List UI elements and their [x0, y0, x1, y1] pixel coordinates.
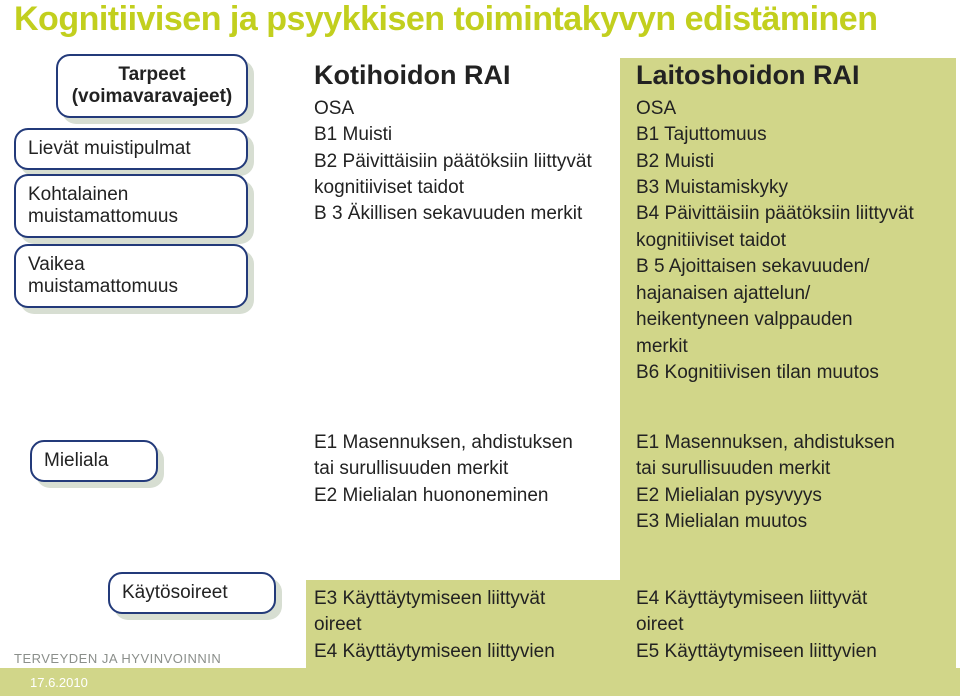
col-laitoshoidon: Laitoshoidon RAI OSA B1 Tajuttomuus B2 M…	[636, 60, 946, 388]
bubble-vaikea-l1: Vaikea	[28, 254, 234, 276]
col-kotihoidon: Kotihoidon RAI OSA B1 Muisti B2 Päivittä…	[314, 60, 610, 230]
col-right-block2: E1 Masennuksen, ahdistuksen tai surullis…	[636, 432, 946, 538]
footer-logo: TERVEYDEN JA HYVINVOINNIN	[14, 651, 221, 666]
bubble-tarpeet-l2: (voimavaravajeet)	[70, 86, 234, 108]
col-left-head: Kotihoidon RAI	[314, 60, 610, 92]
bubble-kaytosoireet-text: Käytösoireet	[122, 582, 262, 604]
bubble-mieliala: Mieliala	[30, 440, 158, 482]
col-right-head: Laitoshoidon RAI	[636, 60, 946, 92]
bubble-kaytosoireet: Käytösoireet	[108, 572, 276, 614]
bubble-tarpeet-l1: Tarpeet	[70, 64, 234, 86]
page-title: Kognitiivisen ja psyykkisen toimintakyvy…	[14, 0, 877, 39]
bubble-mieliala-text: Mieliala	[44, 450, 144, 472]
bubble-lievat-text: Lievät muistipulmat	[28, 138, 234, 160]
footer-date: 17.6.2010	[30, 675, 88, 690]
bubble-kohtalainen: Kohtalainen muistamattomuus	[14, 174, 248, 238]
bubble-lievat: Lievät muistipulmat	[14, 128, 248, 170]
bubble-kohtalainen-l1: Kohtalainen	[28, 184, 234, 206]
bubble-tarpeet: Tarpeet (voimavaravajeet)	[56, 54, 248, 118]
col-right-block1: OSA B1 Tajuttomuus B2 Muisti B3 Muistami…	[636, 98, 946, 384]
bubble-vaikea-l2: muistamattomuus	[28, 276, 234, 298]
bubble-vaikea: Vaikea muistamattomuus	[14, 244, 248, 308]
bubble-kohtalainen-l2: muistamattomuus	[28, 206, 234, 228]
col-left-block2: E1 Masennuksen, ahdistuksen tai surullis…	[314, 432, 610, 511]
footer-bar	[0, 668, 960, 696]
col-left-block1: OSA B1 Muisti B2 Päivittäisiin päätöksii…	[314, 98, 610, 226]
